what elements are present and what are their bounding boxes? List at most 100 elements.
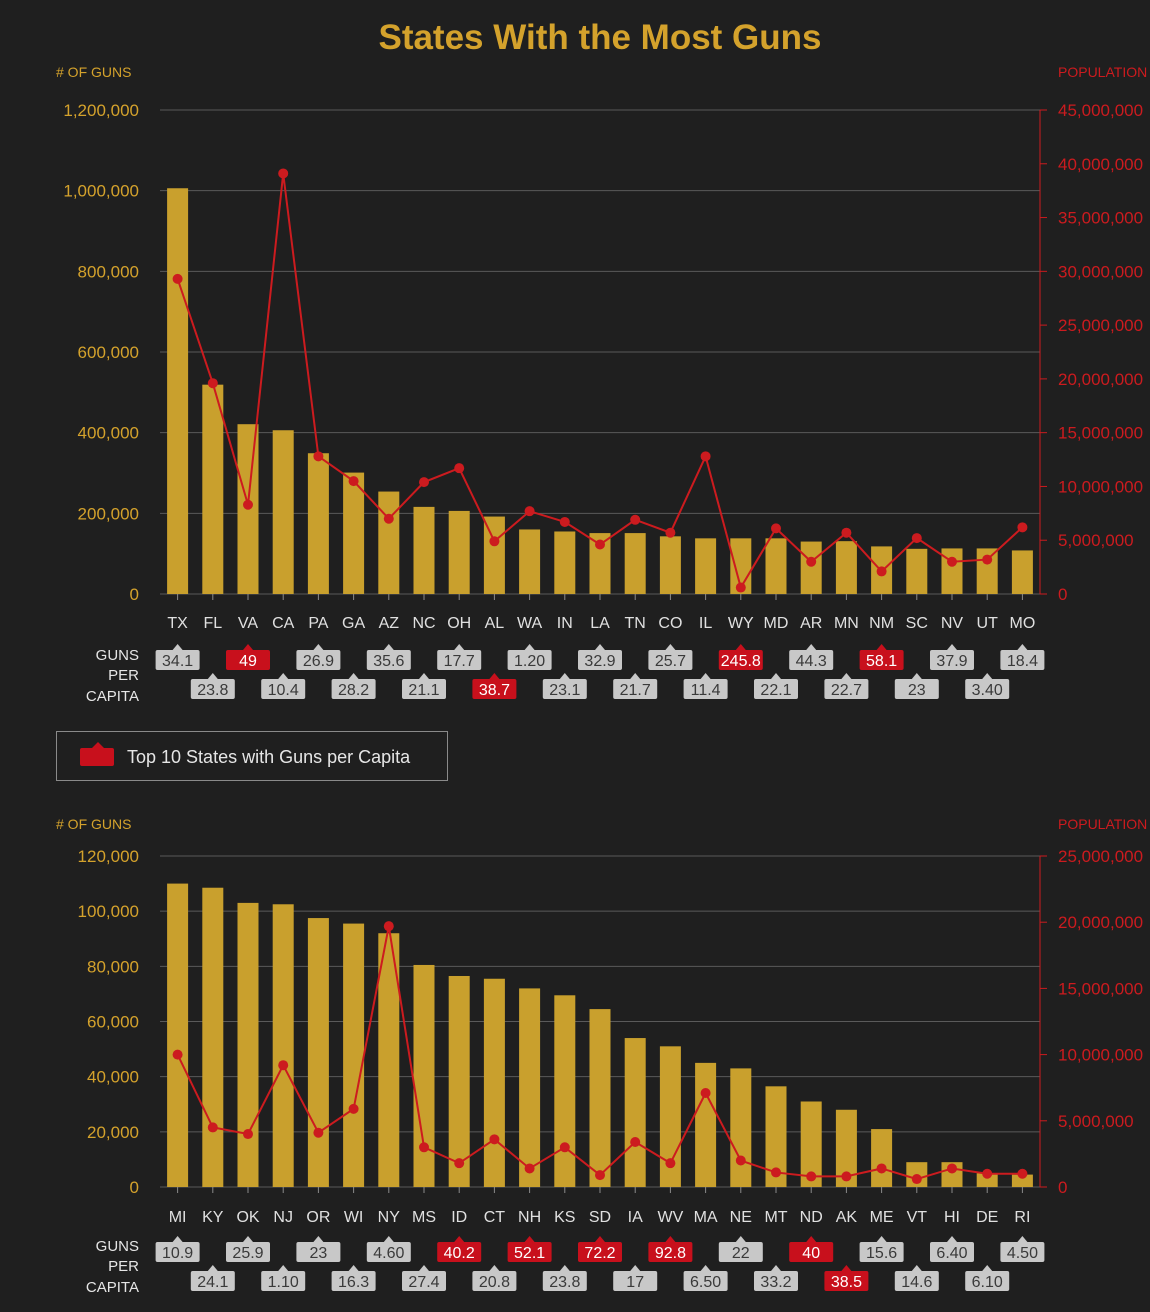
population-point-NH [524, 1163, 535, 1174]
badge-box [613, 679, 658, 699]
badge-box [190, 679, 235, 699]
badge-value: 23.8 [549, 1274, 580, 1291]
category-label: KS [554, 1209, 575, 1226]
badge-box [437, 1242, 482, 1262]
y2-tick-label: 25,000,000 [1058, 847, 1143, 866]
per-capita-badge-OH: 17.7 [437, 644, 482, 670]
badge-pointer [559, 673, 570, 679]
per-capita-badge-MI: 10.9 [155, 1236, 200, 1262]
badge-box [331, 1271, 376, 1291]
badge-pointer [982, 1265, 993, 1271]
per-capita-badge-MD: 22.1 [754, 673, 798, 699]
left-axis-title: # OF GUNS [56, 64, 131, 80]
badge-box [155, 1242, 200, 1262]
bar-SC [906, 548, 928, 594]
badge-box [1000, 1242, 1045, 1262]
badge-value: 17.7 [444, 653, 475, 670]
bar-NV [941, 548, 963, 594]
badge-box [402, 679, 446, 699]
per-capita-badge-WV: 92.8 [648, 1236, 693, 1262]
category-label: MN [834, 615, 859, 632]
badge-box [226, 650, 270, 670]
bar-AK [835, 1109, 857, 1187]
y2-tick-label: 0 [1058, 1178, 1067, 1197]
population-point-HI [947, 1163, 957, 1174]
population-point-VA [243, 499, 253, 510]
badge-pointer [559, 1265, 570, 1271]
badge-pointer [806, 1236, 817, 1242]
population-point-UT [982, 554, 993, 565]
badge-value: 40 [802, 1245, 820, 1262]
population-point-NE [735, 1155, 746, 1166]
y-tick-label: 200,000 [78, 504, 139, 523]
badge-pointer [630, 673, 641, 679]
per-capita-badge-ME: 15.6 [859, 1236, 904, 1262]
bar-AR [800, 541, 822, 594]
bar-OK [237, 902, 259, 1187]
per-capita-badge-IA: 17 [613, 1265, 658, 1291]
per-capita-badge-RI: 4.50 [1000, 1236, 1045, 1262]
per-capita-badge-NJ: 1.10 [261, 1265, 306, 1291]
y-tick-label: 80,000 [87, 957, 139, 976]
badge-pointer [489, 673, 500, 679]
population-point-SD [595, 1170, 605, 1181]
badge-pointer [700, 673, 711, 679]
category-label: SC [906, 615, 928, 632]
badge-value: 32.9 [584, 653, 615, 670]
legend-swatch-top10 [80, 742, 114, 766]
per-capita-badge-IN: 23.1 [542, 673, 587, 699]
badge-pointer [771, 673, 781, 679]
bar-TN [624, 533, 646, 594]
y2-tick-label: 25,000,000 [1058, 316, 1143, 335]
per-capita-badge-IL: 11.4 [683, 673, 728, 699]
per-capita-badge-MT: 33.2 [754, 1265, 798, 1291]
badge-box [296, 650, 341, 670]
legend[interactable]: Top 10 States with Guns per Capita [56, 731, 448, 781]
population-point-GA [348, 476, 359, 487]
category-label: AR [800, 615, 822, 632]
per-capita-row-label: CAPITA [86, 1279, 139, 1296]
y-tick-label: 120,000 [78, 847, 139, 866]
category-label: AL [485, 615, 505, 632]
population-point-MS [419, 1142, 429, 1153]
badge-value: 3.40 [972, 682, 1003, 699]
bar-CA [272, 430, 294, 594]
per-capita-row-label: GUNS [96, 647, 139, 664]
badge-box [965, 1271, 1010, 1291]
category-label: OH [447, 615, 471, 632]
badge-pointer [383, 644, 394, 650]
badge-value: 23 [310, 1245, 328, 1262]
badge-value: 23.1 [549, 682, 580, 699]
per-capita-badge-OR: 23 [296, 1236, 341, 1262]
per-capita-badge-UT: 3.40 [965, 673, 1010, 699]
category-label: GA [342, 615, 365, 632]
category-label: RI [1014, 1209, 1030, 1226]
per-capita-badge-CA: 10.4 [261, 673, 306, 699]
badge-value: 21.1 [408, 682, 439, 699]
badge-box [402, 1271, 446, 1291]
category-label: ID [451, 1209, 467, 1226]
badge-value: 28.2 [338, 682, 369, 699]
badge-box [824, 1271, 869, 1291]
category-label: TX [167, 615, 188, 632]
bar-FL [202, 384, 224, 594]
per-capita-badge-TX: 34.1 [155, 644, 200, 670]
badge-pointer [911, 1265, 922, 1271]
badge-pointer [876, 644, 887, 650]
population-point-NJ [278, 1060, 289, 1071]
badge-value: 1.20 [514, 653, 545, 670]
badge-value: 23 [908, 682, 926, 699]
population-point-NY [383, 921, 394, 932]
badge-value: 22.1 [760, 682, 791, 699]
badge-box [718, 1242, 763, 1262]
bar-MO [1011, 550, 1033, 594]
category-label: NE [730, 1209, 752, 1226]
bar-OH [448, 510, 470, 594]
badge-value: 25.7 [655, 653, 686, 670]
badge-value: 10.9 [162, 1245, 193, 1262]
right-axis-title: POPULATION [1058, 64, 1147, 80]
badge-value: 58.1 [866, 653, 897, 670]
population-point-WA [524, 506, 535, 517]
badge-box [1000, 650, 1045, 670]
badge-pointer [348, 1265, 359, 1271]
